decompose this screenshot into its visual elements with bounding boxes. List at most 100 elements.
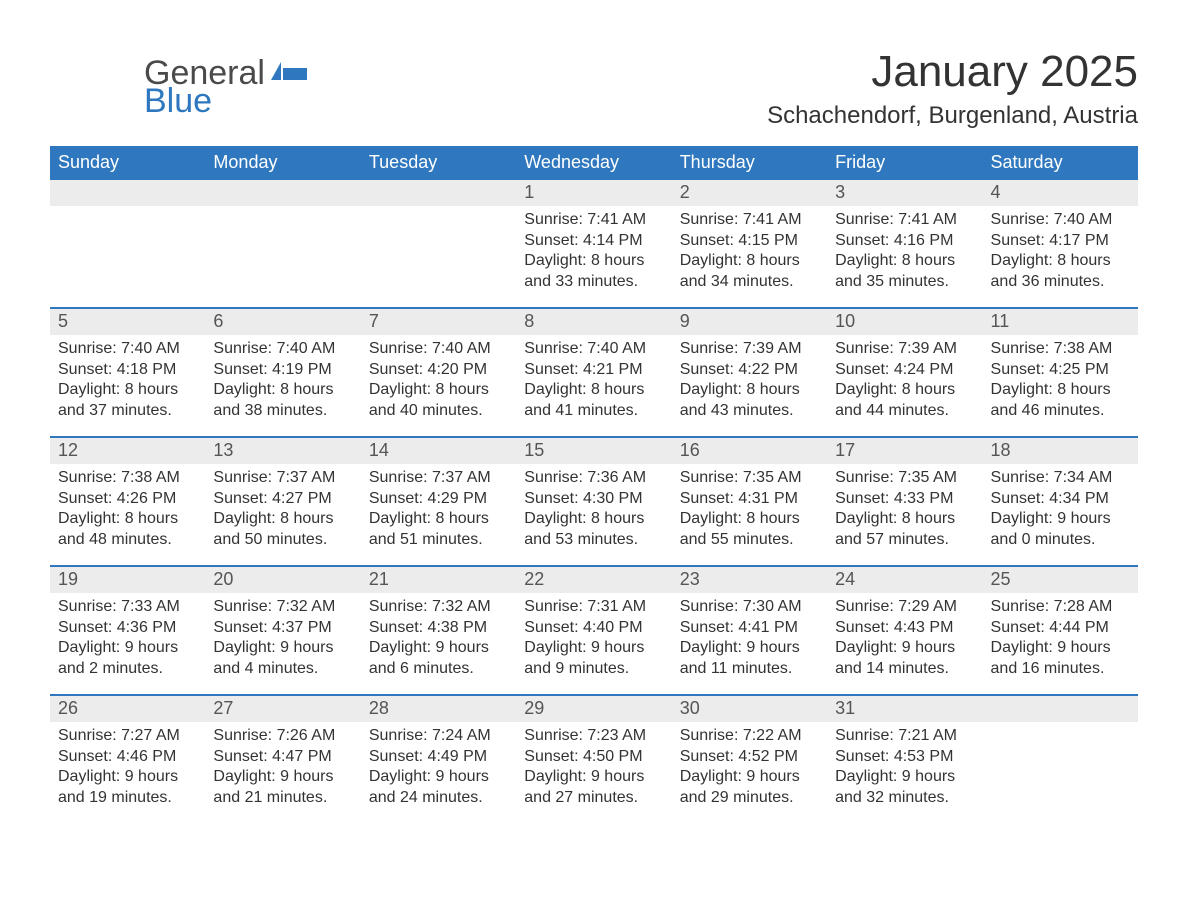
d2-line: and 33 minutes. [524,272,663,292]
sunset-line: Sunset: 4:34 PM [991,489,1130,509]
day-number-cell [205,180,360,206]
day-header: Friday [827,146,982,180]
day-cell: Sunrise: 7:24 AMSunset: 4:49 PMDaylight:… [361,722,516,824]
d1-line: Daylight: 8 hours [369,509,508,529]
sunrise-line: Sunrise: 7:38 AM [58,468,197,488]
d1-line: Daylight: 8 hours [524,251,663,271]
d1-line: Daylight: 9 hours [835,638,974,658]
sunset-line: Sunset: 4:49 PM [369,747,508,767]
day-cell: Sunrise: 7:23 AMSunset: 4:50 PMDaylight:… [516,722,671,824]
d2-line: and 0 minutes. [991,530,1130,550]
day-cell: Sunrise: 7:35 AMSunset: 4:31 PMDaylight:… [672,464,827,566]
d1-line: Daylight: 9 hours [680,638,819,658]
d2-line: and 51 minutes. [369,530,508,550]
day-cell [983,722,1138,824]
day-number-cell: 17 [827,438,982,464]
day-number-cell [361,180,516,206]
d2-line: and 27 minutes. [524,788,663,808]
day-body-row: Sunrise: 7:27 AMSunset: 4:46 PMDaylight:… [50,722,1138,824]
day-number-cell: 25 [983,567,1138,593]
d1-line: Daylight: 9 hours [680,767,819,787]
d1-line: Daylight: 8 hours [680,380,819,400]
day-number-cell: 2 [672,180,827,206]
day-cell: Sunrise: 7:40 AMSunset: 4:19 PMDaylight:… [205,335,360,437]
sunrise-line: Sunrise: 7:36 AM [524,468,663,488]
d1-line: Daylight: 8 hours [835,509,974,529]
sunrise-line: Sunrise: 7:26 AM [213,726,352,746]
d1-line: Daylight: 8 hours [835,251,974,271]
d1-line: Daylight: 8 hours [213,380,352,400]
day-number-cell: 29 [516,696,671,722]
sunrise-line: Sunrise: 7:40 AM [213,339,352,359]
d1-line: Daylight: 8 hours [524,509,663,529]
day-body-row: Sunrise: 7:40 AMSunset: 4:18 PMDaylight:… [50,335,1138,437]
d1-line: Daylight: 9 hours [58,638,197,658]
day-number-cell: 23 [672,567,827,593]
day-header: Monday [205,146,360,180]
sunset-line: Sunset: 4:27 PM [213,489,352,509]
d1-line: Daylight: 9 hours [991,638,1130,658]
day-number-cell [50,180,205,206]
d1-line: Daylight: 8 hours [835,380,974,400]
day-number-cell: 4 [983,180,1138,206]
sunset-line: Sunset: 4:52 PM [680,747,819,767]
sunrise-line: Sunrise: 7:40 AM [991,210,1130,230]
sunset-line: Sunset: 4:18 PM [58,360,197,380]
day-number-cell: 13 [205,438,360,464]
day-number-cell: 31 [827,696,982,722]
day-cell [361,206,516,308]
flag-icon [271,56,307,90]
sunrise-line: Sunrise: 7:33 AM [58,597,197,617]
sunrise-line: Sunrise: 7:31 AM [524,597,663,617]
day-cell: Sunrise: 7:32 AMSunset: 4:37 PMDaylight:… [205,593,360,695]
sunrise-line: Sunrise: 7:23 AM [524,726,663,746]
d2-line: and 57 minutes. [835,530,974,550]
sunset-line: Sunset: 4:44 PM [991,618,1130,638]
day-header: Thursday [672,146,827,180]
d1-line: Daylight: 9 hours [991,509,1130,529]
day-number-cell: 12 [50,438,205,464]
d1-line: Daylight: 9 hours [213,767,352,787]
d2-line: and 37 minutes. [58,401,197,421]
daynum-row: 1234 [50,180,1138,206]
day-cell: Sunrise: 7:39 AMSunset: 4:22 PMDaylight:… [672,335,827,437]
d2-line: and 24 minutes. [369,788,508,808]
day-cell: Sunrise: 7:28 AMSunset: 4:44 PMDaylight:… [983,593,1138,695]
day-header: Tuesday [361,146,516,180]
sunset-line: Sunset: 4:24 PM [835,360,974,380]
d1-line: Daylight: 8 hours [524,380,663,400]
day-number-cell: 20 [205,567,360,593]
d1-line: Daylight: 9 hours [369,767,508,787]
day-cell: Sunrise: 7:26 AMSunset: 4:47 PMDaylight:… [205,722,360,824]
d1-line: Daylight: 8 hours [58,380,197,400]
d2-line: and 21 minutes. [213,788,352,808]
d2-line: and 55 minutes. [680,530,819,550]
sunset-line: Sunset: 4:50 PM [524,747,663,767]
sunset-line: Sunset: 4:25 PM [991,360,1130,380]
day-number-cell: 9 [672,309,827,335]
day-number-cell: 3 [827,180,982,206]
d2-line: and 29 minutes. [680,788,819,808]
d2-line: and 19 minutes. [58,788,197,808]
sunrise-line: Sunrise: 7:29 AM [835,597,974,617]
sunrise-line: Sunrise: 7:40 AM [58,339,197,359]
d2-line: and 6 minutes. [369,659,508,679]
d1-line: Daylight: 8 hours [680,509,819,529]
sunrise-line: Sunrise: 7:22 AM [680,726,819,746]
day-number-cell: 8 [516,309,671,335]
sunrise-line: Sunrise: 7:39 AM [835,339,974,359]
day-number-cell: 16 [672,438,827,464]
sunrise-line: Sunrise: 7:41 AM [835,210,974,230]
sunrise-line: Sunrise: 7:41 AM [680,210,819,230]
day-number-cell: 7 [361,309,516,335]
sunrise-line: Sunrise: 7:37 AM [213,468,352,488]
day-cell: Sunrise: 7:40 AMSunset: 4:20 PMDaylight:… [361,335,516,437]
d2-line: and 48 minutes. [58,530,197,550]
daynum-row: 12131415161718 [50,438,1138,464]
day-cell: Sunrise: 7:40 AMSunset: 4:17 PMDaylight:… [983,206,1138,308]
sunset-line: Sunset: 4:14 PM [524,231,663,251]
d2-line: and 11 minutes. [680,659,819,679]
day-number-cell: 24 [827,567,982,593]
sunrise-line: Sunrise: 7:40 AM [524,339,663,359]
day-cell: Sunrise: 7:39 AMSunset: 4:24 PMDaylight:… [827,335,982,437]
